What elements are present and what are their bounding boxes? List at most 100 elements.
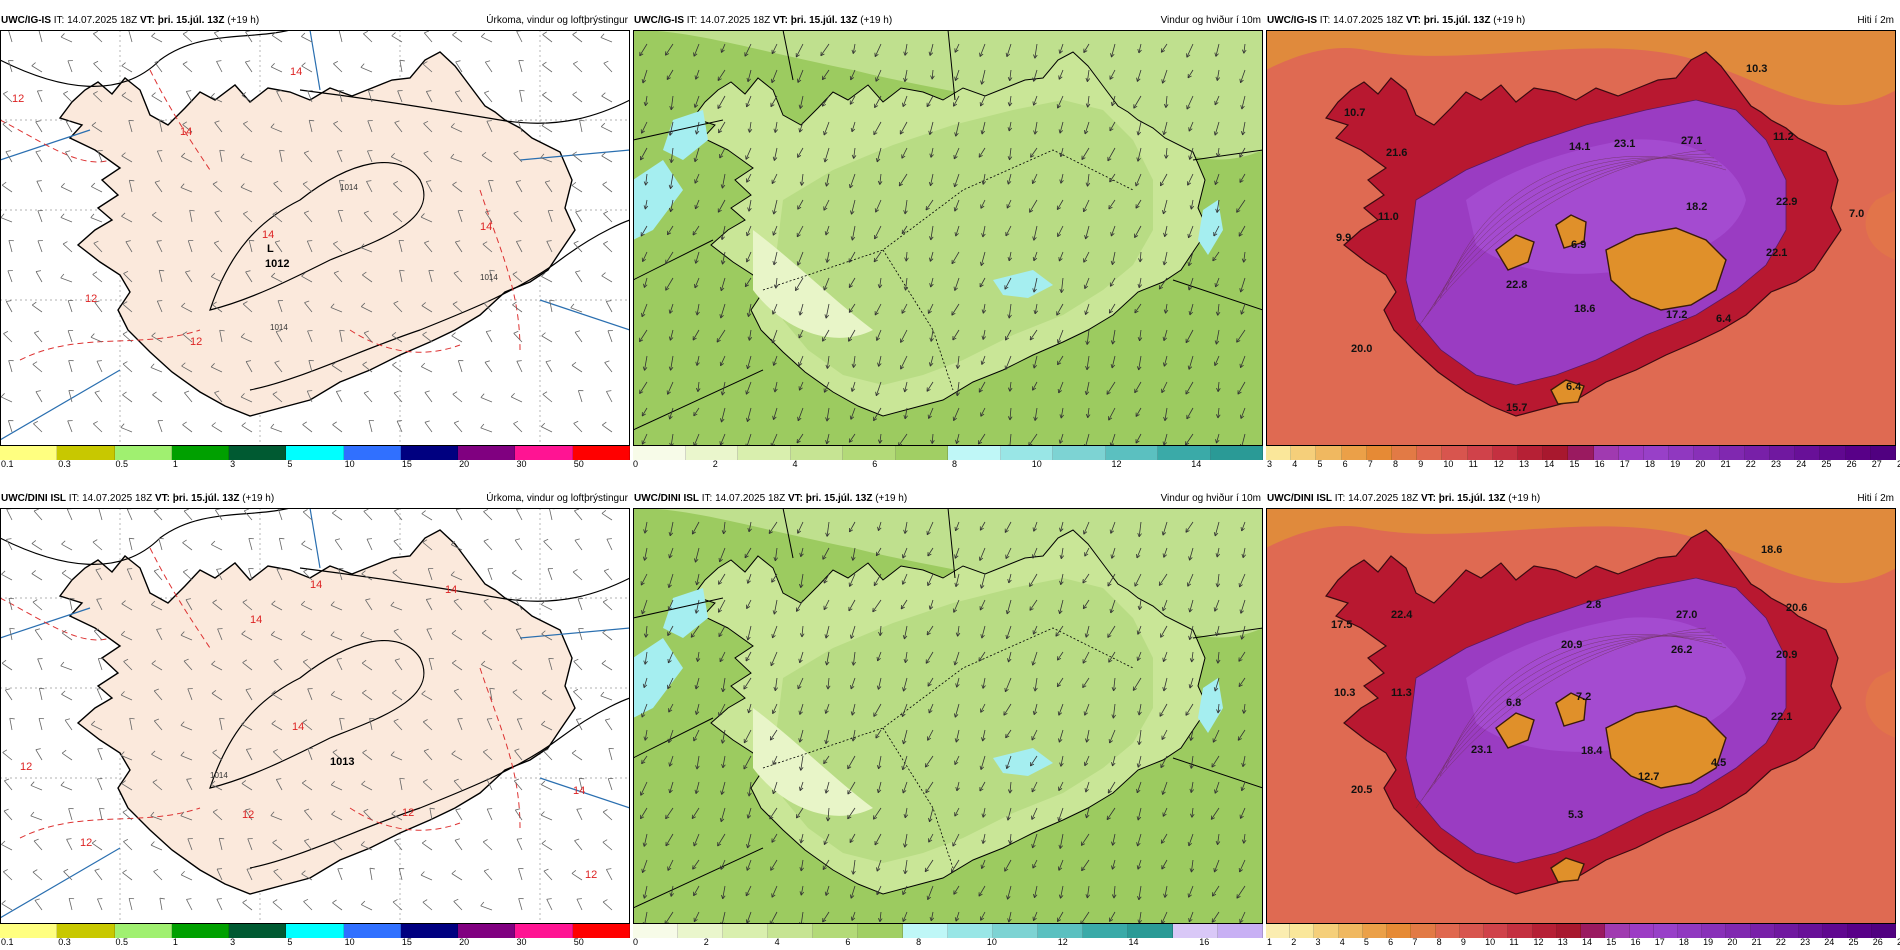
legend-tick-label: 10 (344, 937, 355, 947)
panel-header: UWC/DINI ISL IT: 14.07.2025 18Z VT: þri.… (633, 490, 1263, 508)
map-value-label: 20.0 (1351, 343, 1372, 355)
legend-tick-label: 20 (1727, 937, 1738, 947)
legend-swatch (903, 924, 948, 938)
legend-swatch (1644, 446, 1670, 460)
map-value-label: 10.3 (1746, 63, 1767, 75)
legend-swatch (572, 924, 630, 938)
legend-tick-label: 19 (1670, 459, 1681, 469)
legend-swatch (1492, 446, 1519, 460)
legend-swatch (1629, 924, 1654, 938)
run-info: UWC/IG-IS IT: 14.07.2025 18Z VT: þri. 15… (1, 12, 259, 30)
panel-title: Vindur og hviður í 10m (1160, 15, 1261, 26)
legend-tick-label: 15 (1569, 459, 1580, 469)
panel-wind-dini: UWC/DINI ISL IT: 14.07.2025 18Z VT: þri.… (633, 490, 1263, 948)
lead-time: (+19 h) (224, 15, 260, 26)
wind-field (633, 30, 1263, 160)
vt-value: þri. 15.júl. 13Z (157, 15, 225, 26)
legend-tick-label: 19 (1703, 937, 1714, 947)
legend-tick-label: 2 (712, 459, 718, 469)
legend-swatch (1218, 924, 1263, 938)
district-borders (762, 149, 1134, 391)
glacier-cool-area (1555, 692, 1587, 727)
glacier-cool-area (1550, 379, 1585, 405)
legend-tick-label: 30 (516, 459, 527, 469)
legend-tick-label: 20 (1695, 459, 1706, 469)
map-value-label: 12.7 (1638, 771, 1659, 783)
legend-swatch (1411, 924, 1436, 938)
run-info: UWC/DINI ISL IT: 14.07.2025 18Z VT: þri.… (1, 490, 274, 508)
legend-tick-label: 17 (1619, 459, 1630, 469)
legend-tick-label: 21 (1751, 937, 1762, 947)
map-value-label: 18.4 (1581, 745, 1603, 757)
panel-temp-dini: UWC/DINI ISL IT: 14.07.2025 18Z VT: þri.… (1266, 490, 1900, 948)
lead-time: (+19 h) (857, 15, 893, 26)
legend-tick-label: 24 (1796, 459, 1807, 469)
map-value-label: 14 (445, 584, 457, 596)
map-value-label: 1012 (265, 258, 289, 270)
legend-swatch (1210, 446, 1263, 460)
vt-label: VT: (785, 493, 806, 504)
inland-wind-field (773, 100, 1153, 385)
legend-tick-label: 23 (1800, 937, 1811, 947)
strong-wind-area (663, 110, 708, 160)
legend-tick-label: 10 (1485, 937, 1496, 947)
legend-swatch (171, 924, 230, 938)
legend-tick-label: 22 (1745, 459, 1756, 469)
lead-time: (+19 h) (239, 493, 275, 504)
iceland-outline (58, 51, 576, 417)
map-value-label: 14 (573, 785, 585, 797)
legend-tick-label: 16 (1630, 937, 1641, 947)
strong-wind-area (1198, 678, 1223, 733)
map-canvas[interactable]: 10.3 10.7 21.6 14.1 23.1 27.1 11.2 18.2 22.9 7.0 1… (1266, 30, 1896, 446)
legend-tick-label: 2 (703, 937, 709, 947)
legend-swatch (768, 924, 813, 938)
legend-tick-label: 2 (1291, 937, 1297, 947)
legend-swatch (1605, 924, 1630, 938)
map-value-label: 22.4 (1391, 609, 1413, 621)
lead-time: (+19 h) (1490, 15, 1526, 26)
legend-swatch (1750, 924, 1775, 938)
map-canvas[interactable] (633, 508, 1263, 924)
legend-tick-label: 3 (1315, 937, 1321, 947)
legend-tick-label: 6 (845, 937, 851, 947)
model-name: UWC/IG-IS (1, 15, 51, 26)
map-value-label: 14 (290, 66, 302, 78)
legend-swatch (1556, 924, 1582, 938)
legend-swatch (0, 446, 58, 460)
strong-wind-area (633, 160, 683, 240)
map-canvas[interactable]: 14 14 14 12 14 12 12 12 12 14 1013 1014 (0, 508, 630, 924)
panel-wind-igis: UWC/IG-IS IT: 14.07.2025 18Z VT: þri. 15… (633, 12, 1263, 470)
legend-swatch (1744, 446, 1771, 460)
legend-tick-label: 20 (459, 937, 470, 947)
legend-tick-label: 15 (401, 937, 412, 947)
legend-swatch (57, 924, 115, 938)
legend-tick-label: 14 (1191, 459, 1202, 469)
panel-title: Úrkoma, vindur og loftþrýstingur (486, 493, 628, 504)
calm-area (753, 230, 873, 338)
map-value-label: 6.4 (1716, 313, 1732, 325)
panel-precip-igis: UWC/IG-IS IT: 14.07.2025 18Z VT: þri. 15… (0, 12, 630, 470)
legend-tick-label: 23 (1771, 459, 1782, 469)
legend-tick-label: 3 (230, 937, 236, 947)
map-canvas[interactable]: 12 14 14 14 12 12 14 1012 L 1014 1014 1014 (0, 30, 630, 446)
legend-swatch (738, 446, 791, 460)
legend-tick-label: 26 (1872, 937, 1883, 947)
legend-tick-label: 30 (516, 937, 527, 947)
map-value-label: 11.3 (1391, 687, 1412, 699)
it-label: IT: (66, 493, 83, 504)
legend-tick-label: 4 (1339, 937, 1345, 947)
legend-swatch (1038, 924, 1083, 938)
panel-header: UWC/IG-IS IT: 14.07.2025 18Z VT: þri. 15… (633, 12, 1263, 30)
color-legend: 3 4 5 6 7 8 9 10 11 12 13 14 15 16 17 18 19 20 21 22 23 24 25 2… (1266, 446, 1900, 470)
map-value-label: 14 (480, 221, 492, 233)
legend-tick-label: 15 (401, 459, 412, 469)
region-lines (633, 30, 1263, 431)
legend-tick-label: 0 (633, 937, 639, 947)
map-canvas[interactable]: 18.6 22.4 2.8 27.0 20.6 17.5 20.9 26.2 20.9 10.3 1… (1266, 508, 1896, 924)
legend-swatch (343, 446, 401, 460)
map-canvas[interactable] (633, 30, 1263, 446)
map-value-label: 20.9 (1561, 639, 1582, 651)
legend-swatch (1442, 446, 1468, 460)
legend-tick-label: 8 (1393, 459, 1399, 469)
temperature-isolines (1415, 627, 1727, 809)
